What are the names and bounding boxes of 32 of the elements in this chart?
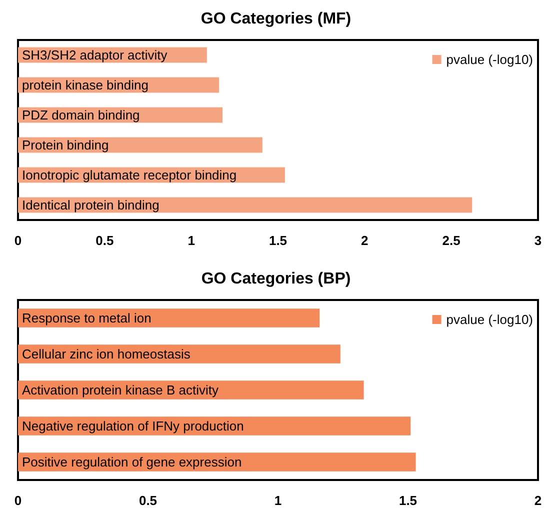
x-tick-label: 1 (188, 233, 195, 248)
y-tick-label: Ionotropic glutamate receptor binding (22, 168, 237, 182)
y-tick-label: Identical protein binding (22, 198, 160, 212)
x-tick-label: 0.5 (96, 233, 114, 248)
chart-title: GO Categories (BP) (201, 270, 351, 288)
bar (18, 197, 472, 213)
chart-title: GO Categories (MF) (200, 10, 352, 28)
bar (18, 137, 262, 153)
x-tick-label: 1.5 (398, 493, 418, 508)
y-tick-label: Response to metal ion (22, 310, 152, 326)
x-tick-label: 1.5 (268, 233, 288, 248)
y-tick-label: Positive regulation of gene expression (22, 454, 242, 470)
x-tick-label: 1 (274, 493, 282, 508)
y-tick-label: PDZ domain binding (22, 108, 140, 122)
bar (18, 344, 340, 364)
x-tick-label: 0 (14, 233, 22, 248)
x-tick-label: 2 (534, 493, 542, 508)
y-tick-label: protein kinase binding (22, 78, 148, 92)
y-tick-label: Cellular zinc ion homeostasis (22, 346, 191, 362)
legend-label: pvalue (-log10) (446, 52, 534, 67)
y-tick-label: Negative regulation of IFNy production (22, 418, 244, 434)
x-tick-label: 2 (361, 233, 368, 248)
x-tick-label: 2.5 (442, 233, 460, 248)
y-tick-label: SH3/SH2 adaptor activity (22, 48, 168, 62)
x-tick-label: 0 (14, 493, 22, 508)
bar (18, 308, 320, 328)
x-tick-label: 3 (534, 233, 542, 248)
bar (18, 452, 416, 472)
y-tick-label: Protein binding (22, 138, 109, 152)
x-tick-label: 0.5 (138, 493, 158, 508)
y-tick-label: Activation protein kinase B activity (22, 382, 220, 398)
legend-label: pvalue (-log10) (446, 312, 534, 327)
